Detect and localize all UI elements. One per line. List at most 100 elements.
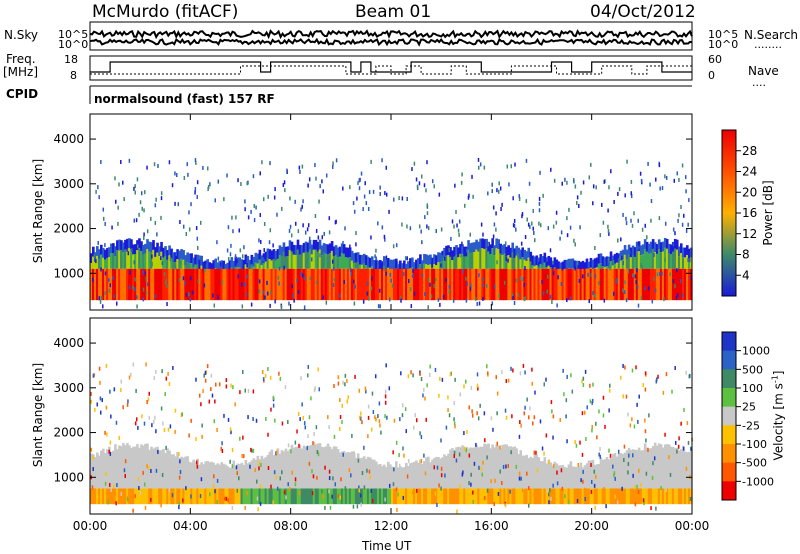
velocity-point	[429, 372, 431, 377]
power-point	[653, 277, 655, 282]
velocity-point	[423, 387, 425, 392]
power-cell	[162, 247, 165, 258]
velocity-point	[531, 367, 533, 372]
velocity-point	[160, 406, 163, 411]
velocity-cell	[563, 467, 567, 489]
power-cell	[140, 268, 143, 301]
power-cell	[647, 253, 651, 269]
power-point	[656, 272, 659, 277]
power-point	[185, 292, 188, 297]
power-cell	[477, 251, 480, 269]
velocity-colorbar-tick-label: -100	[742, 438, 767, 451]
power-point	[108, 278, 110, 283]
velocity-point	[147, 397, 150, 402]
power-point	[406, 224, 408, 229]
power-point	[388, 297, 391, 302]
power-cell	[555, 259, 559, 270]
power-cell	[551, 261, 555, 272]
velocity-cell	[461, 445, 464, 489]
velocity-point	[123, 468, 126, 473]
power-point	[199, 255, 201, 260]
power-cell	[208, 268, 211, 301]
power-cell	[352, 268, 356, 301]
velocity-cell	[294, 488, 298, 505]
velocity-cell	[589, 460, 593, 489]
velocity-point	[403, 467, 406, 472]
power-cell	[288, 240, 292, 251]
power-cell	[615, 268, 619, 301]
power-point	[483, 165, 486, 170]
velocity-point	[528, 415, 530, 420]
power-point	[335, 158, 338, 163]
power-point	[150, 260, 152, 265]
mhz-label: [MHz]	[3, 65, 39, 79]
velocity-cell	[260, 488, 264, 505]
velocity-point	[380, 430, 382, 435]
velocity-cell	[575, 466, 579, 489]
power-cell	[290, 241, 294, 252]
power-cell	[238, 267, 242, 269]
velocity-point	[402, 446, 404, 451]
freq-tick-bottom: 8	[70, 69, 77, 82]
power-cell	[511, 268, 515, 301]
velocity-point	[127, 399, 129, 404]
power-cell	[144, 243, 147, 254]
power-point	[607, 208, 609, 213]
velocity-cell	[403, 467, 406, 489]
velocity-point	[337, 375, 340, 380]
power-cell	[509, 247, 512, 258]
power-cell	[152, 249, 155, 269]
power-cell	[284, 268, 288, 301]
velocity-point	[677, 444, 680, 449]
velocity-point	[115, 420, 118, 425]
power-cell	[657, 239, 661, 250]
power-cell	[102, 268, 105, 301]
velocity-point	[310, 396, 312, 401]
power-point	[128, 158, 131, 163]
velocity-cell	[565, 488, 569, 505]
power-cell	[663, 268, 667, 301]
velocity-cell	[545, 463, 549, 489]
power-cell	[386, 257, 390, 268]
power-point	[630, 179, 633, 184]
velocity-point	[384, 414, 386, 419]
velocity-point	[582, 383, 585, 388]
velocity-cell	[567, 464, 571, 489]
velocity-point	[344, 486, 347, 491]
power-point	[350, 272, 352, 277]
power-cell	[258, 249, 262, 260]
power-cell	[130, 268, 133, 301]
power-cell	[457, 247, 460, 258]
power-cell	[515, 255, 519, 269]
power-point	[603, 179, 605, 184]
velocity-point	[346, 378, 348, 383]
power-point	[209, 182, 211, 187]
power-cell	[364, 255, 368, 266]
velocity-cell	[559, 465, 563, 489]
power-cell	[441, 251, 444, 262]
velocity-cell	[210, 461, 214, 489]
velocity-point	[526, 471, 528, 476]
power-cell	[515, 245, 519, 256]
velocity-point	[574, 440, 576, 445]
power-point	[243, 245, 245, 250]
velocity-point	[593, 483, 596, 488]
velocity-point	[592, 463, 595, 468]
velocity-point	[259, 484, 262, 489]
velocity-point	[384, 394, 387, 399]
velocity-point	[132, 362, 135, 367]
power-point	[383, 267, 385, 272]
nsearch-label: N.Search	[744, 28, 799, 42]
power-point	[603, 298, 606, 303]
power-point	[246, 181, 248, 186]
power-cell	[188, 253, 191, 264]
power-cell	[571, 258, 575, 269]
power-point	[675, 295, 678, 300]
power-cell	[625, 249, 629, 260]
power-point	[506, 164, 509, 169]
velocity-cell	[218, 488, 222, 505]
velocity-point	[367, 404, 370, 409]
power-cell	[535, 255, 539, 266]
velocity-cell	[671, 488, 675, 505]
power-cell	[378, 260, 382, 270]
